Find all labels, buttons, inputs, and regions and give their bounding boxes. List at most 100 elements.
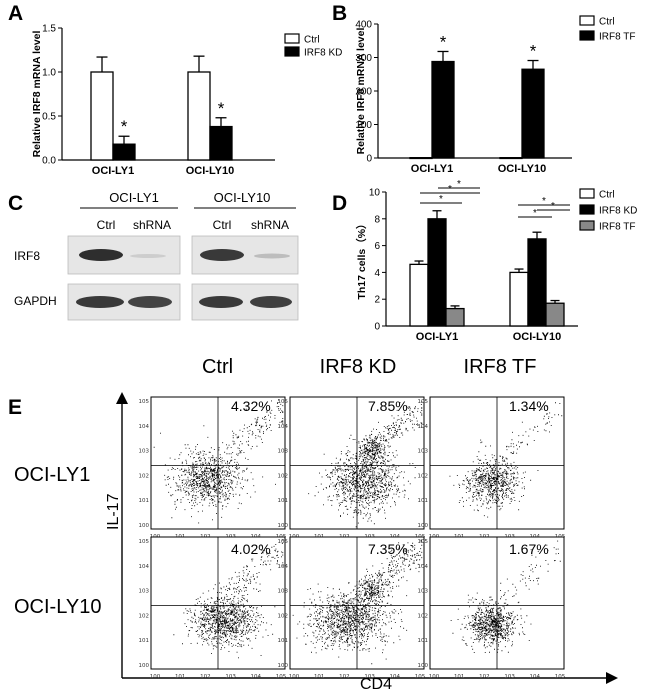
significance-mark: * (121, 117, 128, 136)
y-tick-label: 105 (418, 399, 429, 405)
y-tick-label: 100 (278, 663, 289, 669)
y-tick-label: 8 (374, 214, 380, 225)
bar (409, 157, 433, 160)
y-tick-label: 200 (355, 87, 372, 98)
y-axis-label: Relative IRF8 mRNA level (31, 31, 43, 158)
flow-row-title: OCI-LY1 (14, 464, 91, 486)
flow-y-axis-title: IL-17 (105, 493, 122, 530)
legend-label: IRF8 TF (599, 32, 635, 43)
legend-label: Ctrl (599, 190, 615, 201)
y-axis-label: Th17 cells（%） (355, 218, 368, 299)
flow-column-title: Ctrl (201, 356, 234, 378)
bar (521, 68, 545, 159)
legend-label: Ctrl (599, 17, 615, 28)
panel-label-c: C (8, 192, 24, 215)
y-tick-label: 104 (139, 564, 150, 570)
blot-band (250, 296, 292, 308)
blot-band (254, 253, 290, 259)
y-tick-label: 102 (418, 473, 429, 479)
y-tick-label: 105 (278, 399, 289, 405)
blot-band (76, 296, 124, 308)
bar (509, 271, 529, 327)
x-tick-label: OCI-LY10 (498, 163, 547, 175)
flow-percentage: 4.32% (231, 398, 271, 414)
panel-label-d: D (332, 192, 348, 215)
x-tick-label: OCI-LY1 (416, 331, 458, 343)
blot-band (79, 249, 123, 261)
y-tick-label: 100 (139, 523, 150, 529)
y-tick-label: 105 (139, 539, 150, 545)
y-tick-label: 101 (278, 638, 289, 644)
blot-group-title: OCI-LY1 (109, 190, 159, 205)
y-tick-label: 102 (278, 613, 289, 619)
bar (445, 307, 465, 327)
significance-star: * (551, 201, 555, 212)
panel-label-b: B (332, 2, 348, 25)
flow-percentage: 7.85% (368, 398, 408, 414)
significance-star: * (542, 196, 546, 207)
blot-lane-label: shRNA (250, 218, 289, 232)
x-tick-label: OCI-LY10 (513, 331, 562, 343)
x-tick-label: 104 (251, 674, 262, 680)
y-tick-label: 100 (139, 663, 150, 669)
x-tick-label: 102 (200, 674, 211, 680)
blot-lane-label: Ctrl (96, 218, 116, 232)
bar (499, 157, 523, 160)
y-tick-label: 101 (139, 498, 150, 504)
flow-events (153, 399, 284, 524)
significance-mark: * (218, 99, 225, 118)
x-tick-label: OCI-LY1 (92, 165, 134, 177)
y-tick-label: 104 (418, 424, 429, 430)
significance-star: * (439, 194, 443, 205)
x-tick-label: 100 (429, 674, 440, 680)
bar (187, 71, 211, 161)
blot-row-label: GAPDH (14, 294, 57, 308)
x-tick-label: 102 (339, 674, 350, 680)
blot-band (130, 254, 166, 258)
y-tick-label: 100 (278, 523, 289, 529)
y-tick-label: 105 (278, 539, 289, 545)
y-tick-label: 10 (369, 188, 381, 199)
y-tick-label: 0 (366, 154, 372, 165)
panel-label-a: A (8, 2, 24, 25)
x-tick-label: 104 (530, 674, 541, 680)
x-tick-label: 104 (390, 674, 401, 680)
blot-group-title: OCI-LY10 (213, 190, 271, 205)
y-tick-label: 103 (278, 589, 289, 595)
y-tick-label: 100 (355, 120, 372, 131)
flow-plots: 1001001011011021021031031041041051051001… (116, 392, 618, 684)
x-tick-label: 101 (454, 674, 465, 680)
y-tick-label: 101 (278, 498, 289, 504)
y-tick-label: 102 (278, 473, 289, 479)
bar (112, 143, 136, 161)
western-blot (67, 207, 299, 321)
bar (527, 238, 547, 327)
y-tick-label: 103 (139, 589, 150, 595)
y-tick-label: 104 (278, 564, 289, 570)
flow-column-title: IRF8 TF (463, 356, 537, 378)
y-tick-label: 104 (418, 564, 429, 570)
y-tick-label: 102 (418, 613, 429, 619)
x-tick-label: 100 (289, 674, 300, 680)
arrow-right-icon (606, 672, 618, 684)
significance-star: * (448, 184, 452, 195)
y-tick-label: 101 (418, 638, 429, 644)
blot-band (200, 249, 244, 261)
y-tick-label: 0 (374, 322, 380, 333)
significance-star: * (533, 208, 537, 219)
bar (209, 125, 233, 161)
x-tick-label: 102 (479, 674, 490, 680)
y-tick-label: 400 (355, 20, 372, 31)
y-tick-label: 300 (355, 53, 372, 64)
flow-column-title: IRF8 KD (319, 356, 397, 378)
x-tick-label: 100 (150, 674, 161, 680)
y-tick-label: 0.0 (42, 156, 56, 167)
x-tick-label: 103 (504, 674, 515, 680)
x-tick-label: 101 (314, 674, 325, 680)
chart-d: 0 2 4 6 8 10 Th17 cells（%） OCI-LY1 OCI-LY10 Ctrl I… (355, 179, 637, 343)
